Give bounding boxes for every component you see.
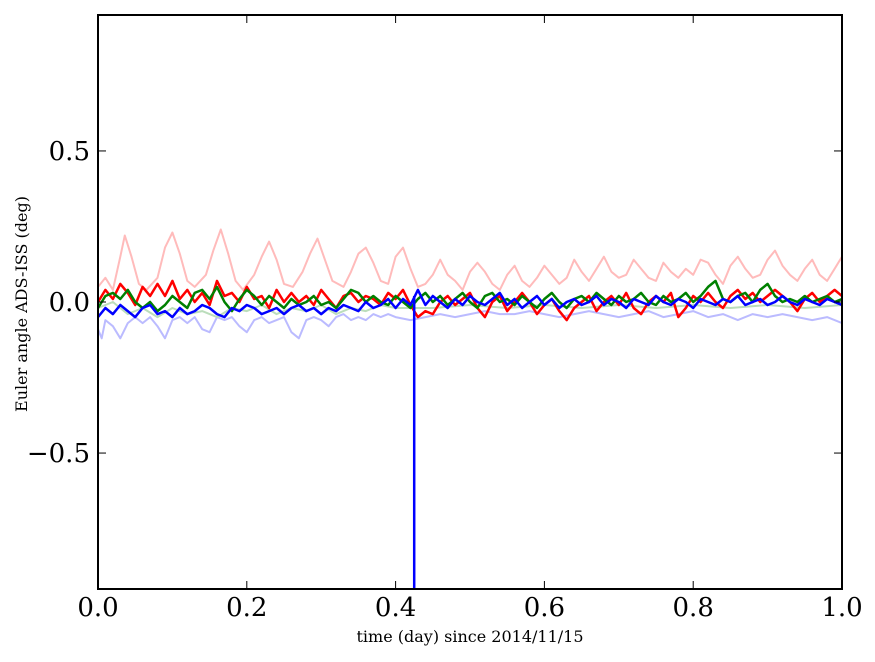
y-tick-label: −0.5 (27, 439, 90, 469)
x-tick-label: 0.6 (524, 593, 565, 623)
series-line-5 (98, 279, 842, 313)
series-layer (98, 228, 842, 589)
y-tick-label: 0.5 (49, 137, 90, 167)
y-axis-label: Euler angle ADS-ISS (deg) (12, 196, 31, 412)
x-axis-label: time (day) since 2014/11/15 (356, 627, 583, 646)
series-line-2 (98, 310, 842, 340)
series-line-6 (98, 288, 842, 319)
x-tick-label: 0.2 (226, 593, 267, 623)
x-tick-label: 1.0 (821, 593, 862, 623)
x-tick-label: 0.0 (77, 593, 118, 623)
series-line-1 (98, 228, 842, 291)
x-tick-label: 0.8 (673, 593, 714, 623)
y-tick-label: 0.0 (49, 288, 90, 318)
ticks-layer: 0.0 0.2 0.4 0.6 0.8 1.0 −0.5 0.0 0.5 (27, 15, 863, 623)
x-tick-label: 0.4 (375, 593, 416, 623)
